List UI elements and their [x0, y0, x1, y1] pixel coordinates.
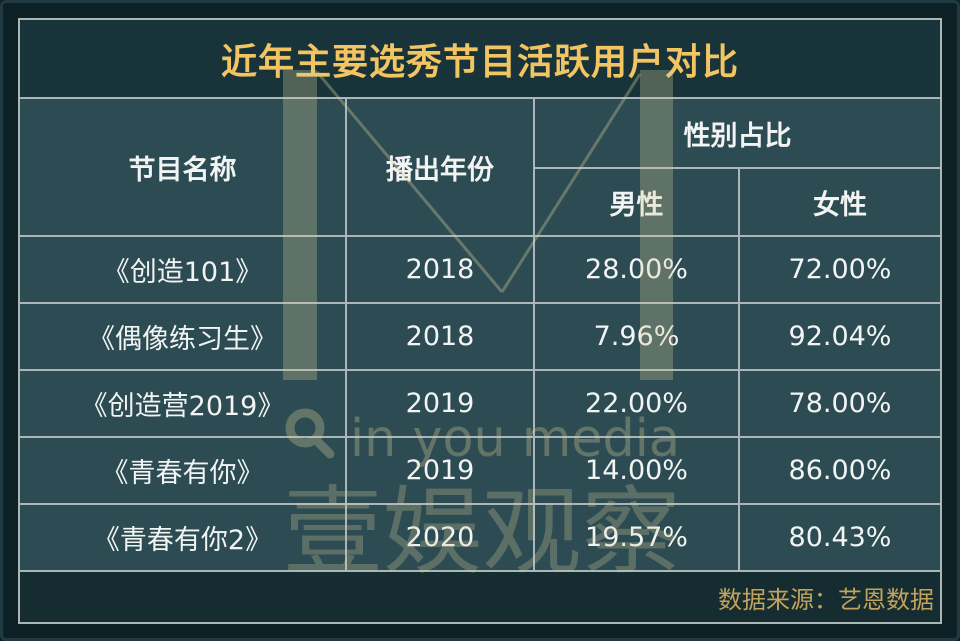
row-3-female-share: 78.00% [740, 371, 940, 436]
row-3-air-year: 2019 [347, 371, 533, 436]
header-female: 女性 [740, 169, 940, 235]
header-program-name: 节目名称 [20, 99, 345, 235]
row-5-male-share: 19.57% [535, 505, 738, 570]
row-3-male-share: 22.00% [535, 371, 738, 436]
header-gender-ratio: 性别占比 [535, 99, 940, 167]
row-2-air-year: 2018 [347, 304, 533, 369]
row-4-male-share: 14.00% [535, 438, 738, 503]
row-4-program-name: 《青春有你》 [20, 438, 345, 503]
row-2-male-share: 7.96% [535, 304, 738, 369]
row-2-program-name: 《偶像练习生》 [20, 304, 345, 369]
row-2-female-share: 92.04% [740, 304, 940, 369]
data-source: 数据来源：艺恩数据 [20, 572, 940, 622]
row-1-male-share: 28.00% [535, 237, 738, 302]
row-1-female-share: 72.00% [740, 237, 940, 302]
comparison-table: 近年主要选秀节目活跃用户对比 节目名称 播出年份 性别占比 男性 女性 《创造1… [18, 18, 942, 624]
row-5-female-share: 80.43% [740, 505, 940, 570]
row-3-program-name: 《创造营2019》 [20, 371, 345, 436]
row-4-air-year: 2019 [347, 438, 533, 503]
header-male: 男性 [535, 169, 738, 235]
row-5-air-year: 2020 [347, 505, 533, 570]
header-air-year: 播出年份 [347, 99, 533, 235]
row-4-female-share: 86.00% [740, 438, 940, 503]
row-1-air-year: 2018 [347, 237, 533, 302]
row-5-program-name: 《青春有你2》 [20, 505, 345, 570]
table-title: 近年主要选秀节目活跃用户对比 [20, 20, 940, 97]
row-1-program-name: 《创造101》 [20, 237, 345, 302]
